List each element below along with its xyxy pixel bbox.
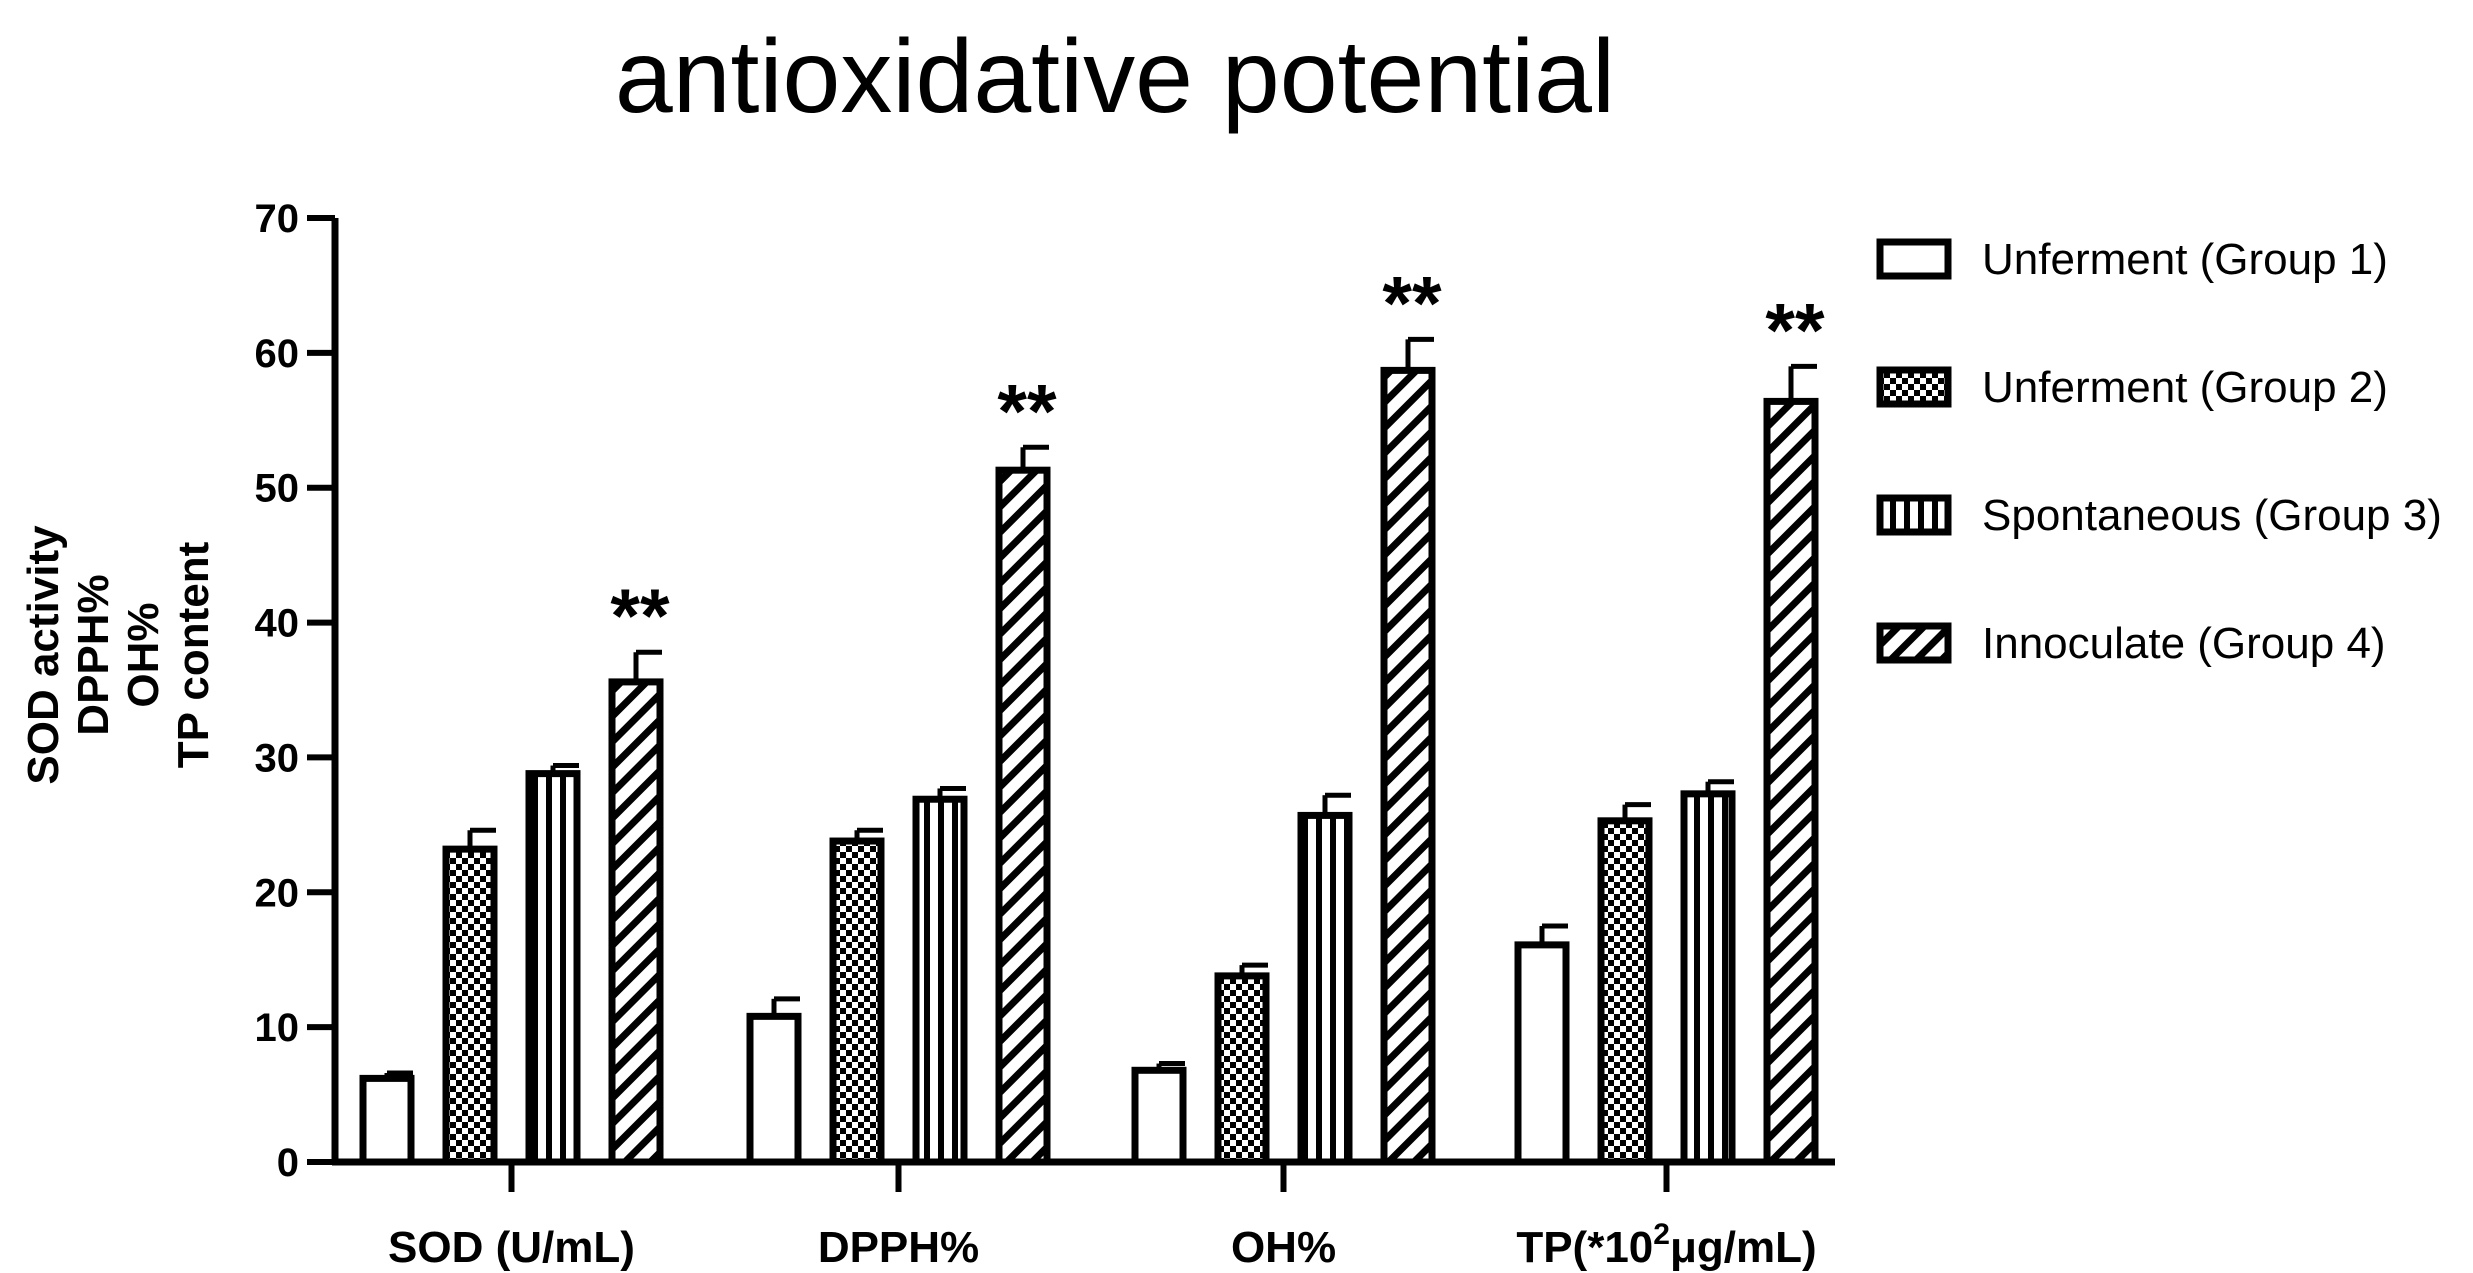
bar	[1131, 1066, 1187, 1166]
y-axis-label: SOD activity DPPH% OH% TP content	[19, 525, 218, 785]
bar	[1380, 366, 1436, 1166]
bar	[829, 837, 885, 1166]
legend-label: Unferment (Group 1)	[1982, 235, 2388, 284]
bar	[359, 1074, 415, 1166]
bar	[912, 795, 968, 1166]
y-tick-label: 50	[255, 467, 300, 511]
legend-swatch	[1876, 494, 1952, 536]
bar	[995, 466, 1051, 1166]
bar	[1763, 397, 1819, 1166]
y-tick-label: 30	[255, 736, 300, 780]
bar	[525, 770, 581, 1166]
legend-swatch	[1876, 238, 1952, 280]
legend: Unferment (Group 1) Unferment (Group 2) Sp…	[1876, 235, 2442, 668]
bar	[1680, 790, 1736, 1166]
legend-label: Innoculate (Group 4)	[1982, 619, 2386, 668]
x-category-label: OH%	[1231, 1223, 1336, 1272]
y-tick-label: 60	[255, 332, 300, 376]
x-category-label: TP(*102μg/mL)	[1516, 1218, 1816, 1272]
y-tick-label: 20	[255, 871, 300, 915]
y-tick-label: 0	[277, 1141, 299, 1185]
chart-title: antioxidative potential	[615, 19, 1615, 135]
legend-swatch	[1876, 622, 1952, 664]
y-axis-label-line: TP content	[169, 541, 218, 768]
y-tick-label: 70	[255, 197, 300, 241]
y-tick-label: 10	[255, 1006, 300, 1050]
bar	[442, 845, 498, 1166]
legend-label: Unferment (Group 2)	[1982, 363, 2388, 412]
legend-label: Spontaneous (Group 3)	[1982, 491, 2442, 540]
bar	[746, 1012, 802, 1166]
bar	[1514, 941, 1570, 1166]
y-axis-label-line: DPPH%	[69, 574, 118, 735]
x-category-label: DPPH%	[818, 1223, 979, 1272]
significance-marker: **	[1765, 288, 1825, 373]
significance-marker: **	[1382, 261, 1442, 346]
bar	[1214, 972, 1270, 1166]
significance-marker: **	[997, 369, 1057, 454]
significance-marker: **	[610, 574, 670, 659]
y-axis-label-line: OH%	[119, 602, 168, 707]
y-tick-label: 40	[255, 602, 300, 646]
y-axis-label-line: SOD activity	[19, 525, 68, 785]
x-category-label: SOD (U/mL)	[388, 1223, 635, 1272]
legend-swatch	[1876, 366, 1952, 408]
bar	[1297, 811, 1353, 1166]
bar	[608, 678, 664, 1166]
plot-area: 0 10 20 30 40 50 60 70 SOD (U/mL) DPPH% OH% TP(*102…	[255, 197, 1835, 1272]
bar	[1597, 817, 1653, 1166]
